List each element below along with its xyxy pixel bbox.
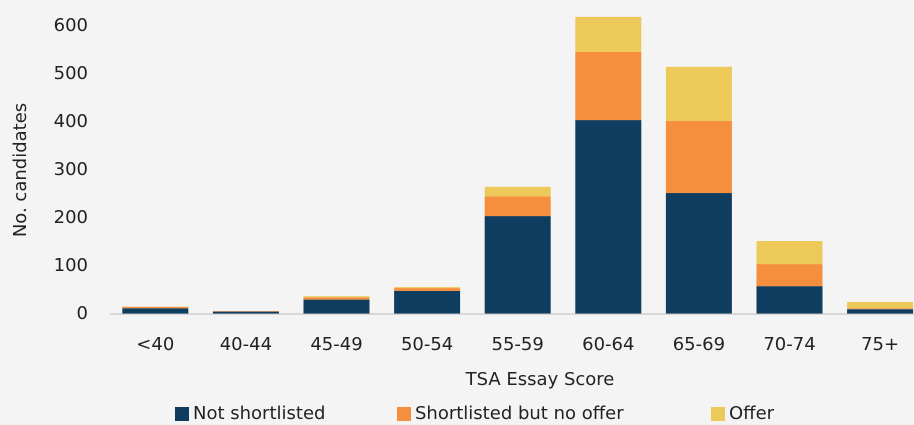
x-tick-label: 55-59	[492, 334, 544, 355]
y-axis-title: No. candidates	[10, 103, 31, 237]
legend-swatch	[175, 407, 189, 421]
bar-segment	[122, 306, 189, 309]
y-tick-label: 300	[54, 159, 88, 180]
bar-segment	[394, 287, 461, 289]
legend-label: Not shortlisted	[193, 403, 325, 424]
y-tick-label: 0	[77, 303, 88, 324]
bar-segment	[665, 66, 732, 122]
legend-label: Offer	[729, 403, 775, 424]
bar-segment	[575, 120, 642, 314]
bar-segment	[394, 290, 461, 314]
bar-segment	[575, 16, 642, 52]
legend-label: Shortlisted but no offer	[415, 403, 624, 424]
bar-segment	[847, 309, 914, 314]
bar-segment	[484, 186, 551, 197]
bar-segment	[394, 288, 461, 291]
bar-segment	[756, 241, 823, 265]
bar-segment	[847, 302, 914, 309]
x-tick-label: 75+	[861, 334, 899, 355]
bar-segment	[847, 308, 914, 310]
y-tick-label: 200	[54, 207, 88, 228]
x-tick-label: 50-54	[401, 334, 453, 355]
x-tick-label: 65-69	[673, 334, 725, 355]
bar-segment	[484, 216, 551, 314]
bar-segment	[303, 296, 370, 298]
x-tick-label: 45-49	[310, 334, 362, 355]
legend-swatch	[711, 407, 725, 421]
bar-segment	[575, 51, 642, 121]
y-tick-label: 500	[54, 63, 88, 84]
bar-segment	[756, 264, 823, 287]
bar-segment	[484, 196, 551, 217]
bar-segment	[212, 311, 279, 314]
y-tick-label: 100	[54, 255, 88, 276]
x-tick-label: 40-44	[220, 334, 272, 355]
bar-segment	[756, 286, 823, 314]
x-tick-label: 60-64	[582, 334, 634, 355]
y-tick-label: 400	[54, 111, 88, 132]
legend-swatch	[397, 407, 411, 421]
y-tick-label: 600	[54, 15, 88, 36]
bar-segment	[303, 299, 370, 314]
bar-segment	[122, 308, 189, 314]
x-axis-title: TSA Essay Score	[465, 369, 615, 390]
x-tick-label: 70-74	[763, 334, 815, 355]
bar-segment	[665, 193, 732, 314]
x-tick-label: <40	[136, 334, 174, 355]
bar-segment	[303, 297, 370, 300]
bar-segment	[665, 121, 732, 194]
